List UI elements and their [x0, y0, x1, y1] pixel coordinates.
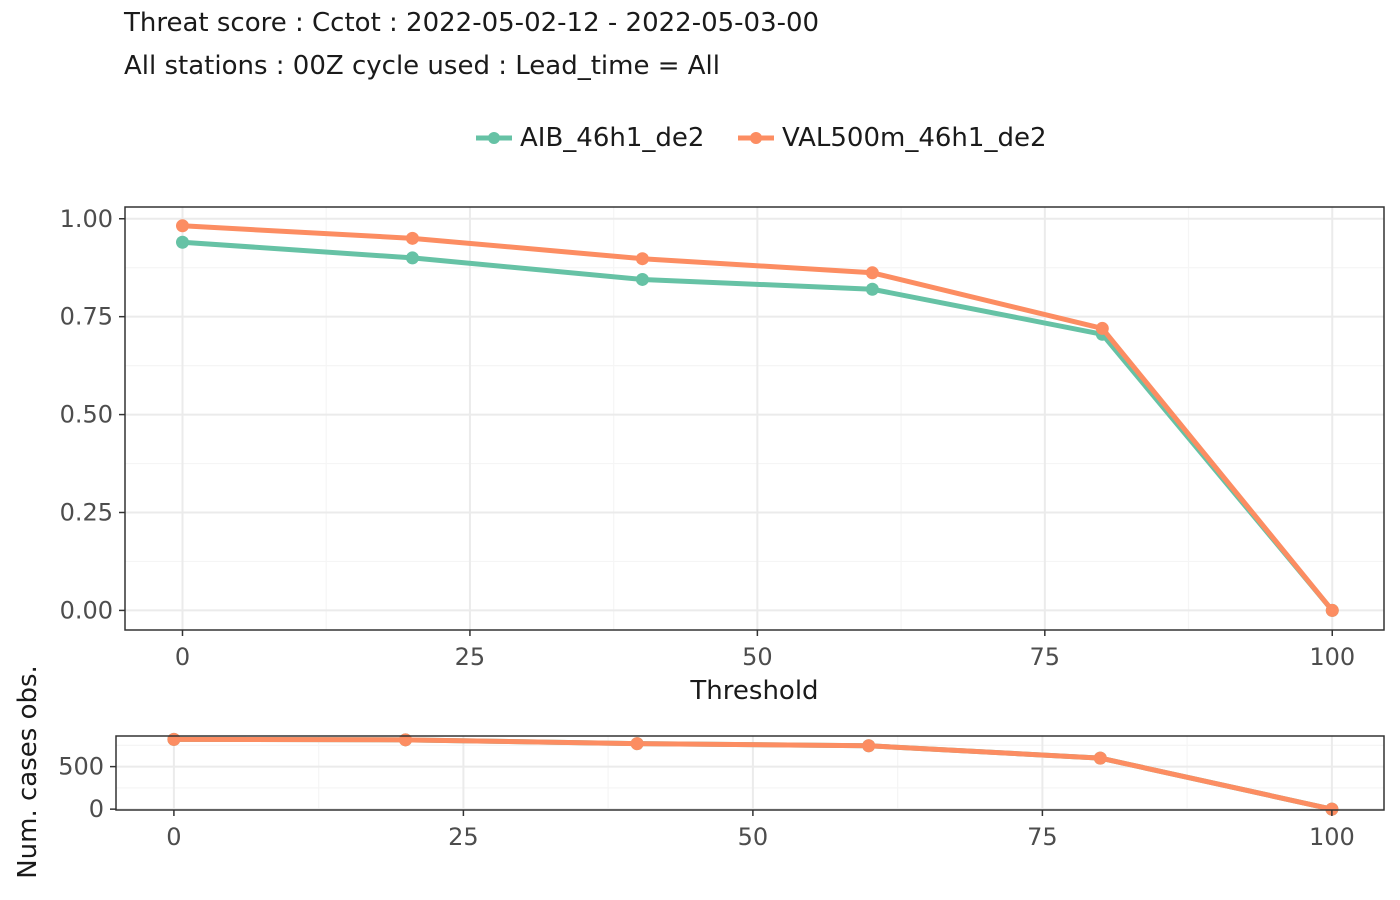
y-tick-label: 0.25 — [60, 499, 113, 527]
legend-point-val500m — [750, 132, 762, 144]
panel-border — [115, 735, 1385, 811]
y-tick-label: 0.50 — [60, 401, 113, 429]
y-tick-label: 500 — [58, 753, 104, 781]
legend-label-aib: AIB_46h1_de2 — [520, 123, 705, 153]
x-tick-label: 75 — [1030, 643, 1061, 671]
x-tick-label: 100 — [1309, 823, 1355, 851]
y-axis-label-num-cases: Num. cases obs. — [13, 665, 43, 879]
data-point-AIB_46h1_de2 — [635, 272, 649, 286]
legend-item-val500m: VAL500m_46h1_de2 — [736, 118, 1047, 158]
data-point-VAL500m_46h1_de2 — [1325, 802, 1339, 816]
y-tick-label: 1.00 — [60, 205, 113, 233]
x-tick-label: 50 — [742, 643, 773, 671]
threat-score-panel: 0 25 50 75 100 0.00 0.25 0.50 0.75 1.00 Threshold — [60, 205, 1385, 706]
x-tick-label: 75 — [1027, 823, 1058, 851]
data-point-VAL500m_46h1_de2 — [167, 732, 181, 746]
legend: AIB_46h1_de2 VAL500m_46h1_de2 — [0, 118, 1400, 158]
panel-border — [124, 206, 1385, 631]
legend-label-val500m: VAL500m_46h1_de2 — [782, 123, 1047, 153]
y-tick-label: 0.00 — [60, 596, 113, 624]
data-point-VAL500m_46h1_de2 — [865, 266, 879, 280]
x-tick-label: 25 — [455, 643, 486, 671]
y-tick-label: 0 — [89, 795, 104, 823]
data-point-VAL500m_46h1_de2 — [405, 231, 419, 245]
x-tick-label: 100 — [1309, 643, 1355, 671]
y-tick-label: 0.75 — [60, 303, 113, 331]
data-point-VAL500m_46h1_de2 — [175, 219, 189, 233]
x-tick-label: 25 — [448, 823, 479, 851]
x-tick-label: 0 — [166, 823, 181, 851]
num-cases-panel: 0 25 50 75 100 0 500 — [58, 732, 1385, 851]
series-line-AIB_46h1_de2 — [182, 239, 1335, 613]
chart-subtitle-line-2: All stations : 00Z cycle used : Lead_tim… — [124, 51, 720, 81]
legend-point-aib — [488, 132, 500, 144]
data-point-VAL500m_46h1_de2 — [1095, 321, 1109, 335]
data-point-AIB_46h1_de2 — [865, 282, 879, 296]
legend-item-aib: AIB_46h1_de2 — [474, 118, 704, 158]
data-point-AIB_46h1_de2 — [405, 251, 419, 265]
x-tick-label: 50 — [738, 823, 769, 851]
data-point-VAL500m_46h1_de2 — [862, 739, 876, 753]
series-line-VAL500m_46h1_de2 — [182, 223, 1335, 612]
data-point-VAL500m_46h1_de2 — [635, 252, 649, 266]
series-line-VAL500m_46h1_de2 — [173, 736, 1333, 812]
x-axis-label: Threshold — [689, 676, 818, 706]
x-tick-label: 0 — [175, 643, 190, 671]
data-point-VAL500m_46h1_de2 — [630, 737, 644, 751]
legend-key-aib — [476, 132, 512, 144]
data-point-VAL500m_46h1_de2 — [1093, 751, 1107, 765]
legend-key-val500m — [738, 132, 774, 144]
chart-title-line-1: Threat score : Cctot : 2022-05-02-12 - 2… — [124, 8, 820, 38]
data-point-AIB_46h1_de2 — [175, 235, 189, 249]
data-point-VAL500m_46h1_de2 — [1325, 603, 1339, 617]
